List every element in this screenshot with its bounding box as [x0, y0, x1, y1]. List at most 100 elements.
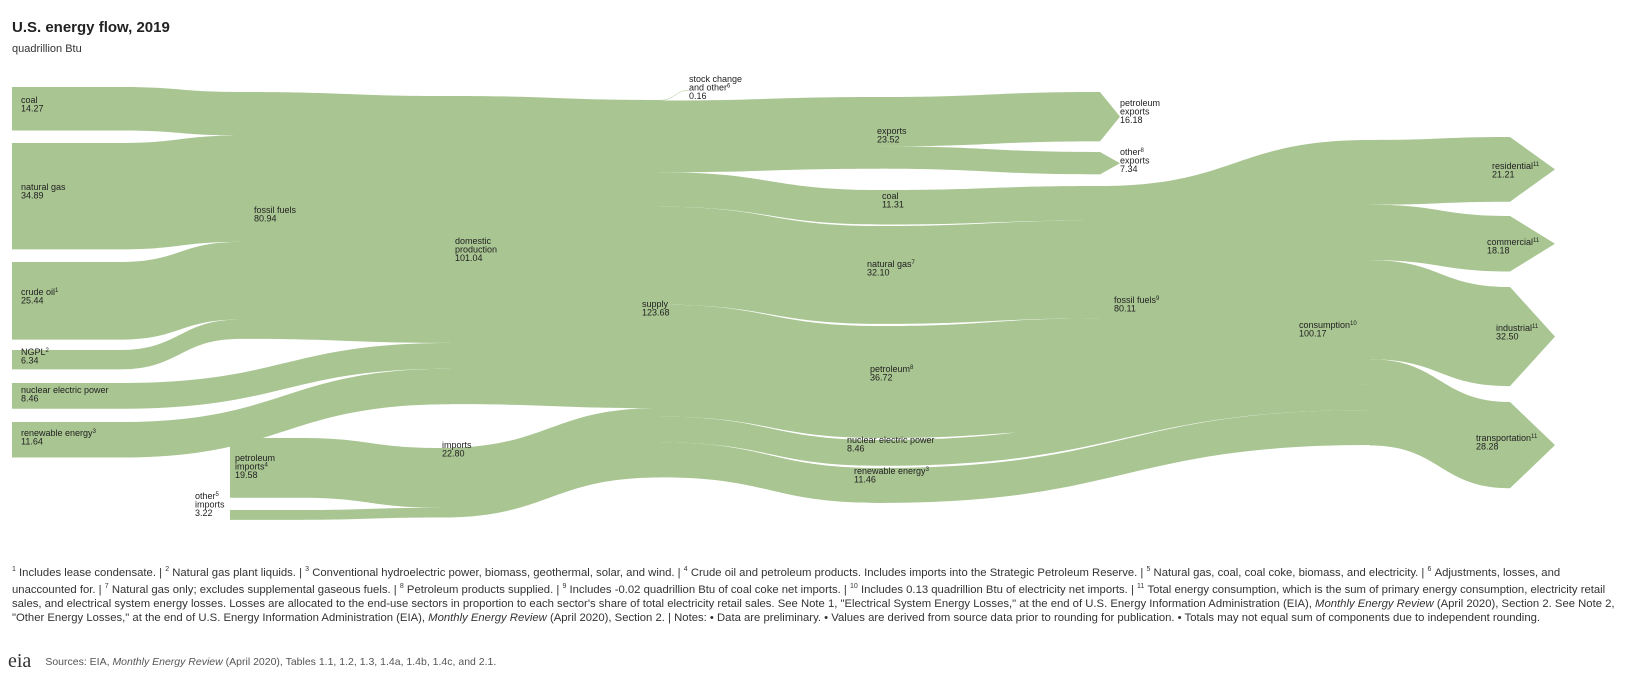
- node-name-text: exports: [877, 126, 907, 136]
- node-name-text: residential: [1492, 161, 1533, 171]
- node-name-text: and other: [689, 83, 727, 93]
- flow-band: [880, 384, 1370, 466]
- node-value: 8.46: [21, 394, 39, 404]
- note-marker: 11: [1531, 434, 1538, 440]
- note-marker: 8: [910, 365, 914, 371]
- note-marker: 4: [265, 463, 269, 469]
- italic-text: Monthly Energy Review: [428, 611, 547, 624]
- node-name-text: stock change: [689, 74, 742, 84]
- separator: |: [1418, 566, 1428, 579]
- node-name-text: supply: [642, 299, 669, 309]
- note-marker: 11: [1533, 238, 1540, 244]
- flow-band: [230, 507, 440, 520]
- text: Natural gas, coal, coal coke, biomass, a…: [1153, 566, 1419, 579]
- note-marker: 6: [727, 84, 731, 90]
- node-name-text: natural gas: [21, 182, 66, 192]
- node-value: 16.18: [1120, 115, 1143, 125]
- separator: |: [1137, 566, 1147, 579]
- node-name: imports: [442, 440, 472, 450]
- node-name-text: domestic: [455, 236, 492, 246]
- text: Crude oil and petroleum products. Includ…: [690, 566, 1138, 579]
- note-marker: 1: [55, 288, 59, 294]
- note-marker: 11: [1532, 324, 1539, 330]
- footnote-number: 9: [562, 582, 567, 590]
- flow-band: [880, 92, 1120, 147]
- flow-band: [660, 97, 880, 173]
- flow-band: [240, 92, 450, 343]
- logo: eia: [8, 650, 32, 672]
- footnote-number: 5: [1146, 566, 1151, 573]
- node-name-text: other: [1120, 147, 1141, 157]
- node-name: supply: [642, 299, 669, 309]
- node-name: fossil fuels9: [1114, 295, 1160, 305]
- footnote-number: 8: [399, 582, 404, 590]
- separator: |: [390, 583, 400, 596]
- node-name: transportation11: [1476, 433, 1538, 443]
- node-name-text: imports: [442, 440, 472, 450]
- flow-band: [12, 343, 450, 409]
- node-name: nuclear electric power: [21, 385, 109, 395]
- node-value: 19.58: [235, 470, 258, 480]
- flows: [12, 87, 1555, 520]
- flow-band: [1370, 260, 1555, 387]
- node-value: 18.18: [1487, 246, 1510, 256]
- node-name: residential11: [1492, 161, 1540, 171]
- separator: |: [674, 566, 684, 579]
- flow-band: [1370, 359, 1555, 489]
- node-name-text: transportation: [1476, 433, 1531, 443]
- node-value: 11.31: [882, 200, 904, 210]
- separator: |: [295, 566, 306, 579]
- note-marker: 3: [93, 429, 97, 435]
- note-marker: 10: [1350, 321, 1357, 327]
- flow-band: [12, 87, 240, 136]
- flow-band: [440, 408, 660, 518]
- node-name-text: natural gas: [867, 259, 912, 269]
- flow-band: [12, 368, 450, 458]
- text: Includes 0.13 quadrillion Btu of electri…: [860, 583, 1128, 596]
- source-text: Sources: EIA, Monthly Energy Review (Apr…: [45, 656, 496, 668]
- node-name-text: renewable energy: [854, 466, 926, 476]
- flow-band: [660, 416, 880, 466]
- node-name: exports: [1120, 156, 1150, 166]
- node-name: renewable energy3: [21, 428, 97, 438]
- footnote-number: 4: [683, 566, 688, 573]
- node-name: petroleum: [1120, 98, 1160, 108]
- node-name: coal: [882, 191, 899, 201]
- flow-band: [880, 410, 1370, 503]
- node-name-text: fossil fuels: [1114, 295, 1157, 305]
- node-name-text: crude oil: [21, 287, 55, 297]
- text: (April 2020), Section 2.: [546, 611, 665, 624]
- text: Sources: EIA,: [45, 655, 113, 668]
- footnote-number: 10: [850, 582, 858, 590]
- node-value: 0.16: [689, 91, 707, 101]
- footnote-number: 2: [165, 566, 170, 573]
- footnote-number: 1: [12, 566, 16, 573]
- text: Total energy consumption, which is the s…: [12, 583, 1606, 610]
- source: eia Sources: EIA, Monthly Energy Review (…: [8, 650, 496, 673]
- node-name-text: imports: [195, 500, 225, 510]
- node-value: 123.68: [642, 308, 670, 318]
- node-name: industrial11: [1496, 323, 1539, 333]
- node-name: imports4: [235, 462, 269, 472]
- separator: |: [155, 566, 166, 579]
- title: U.S. energy flow, 2019: [12, 19, 170, 36]
- node-name: commercial11: [1487, 237, 1540, 247]
- node-value: 11.46: [854, 475, 876, 485]
- node-name-text: petroleum: [235, 453, 275, 463]
- node-name: fossil fuels: [254, 205, 297, 215]
- text: Natural gas plant liquids.: [172, 566, 296, 579]
- text: (April 2020), Tables 1.1, 1.2, 1.3, 1.4a…: [222, 655, 497, 668]
- separator: |: [840, 583, 850, 596]
- node-name: crude oil1: [21, 287, 59, 297]
- note-marker: 3: [926, 467, 930, 473]
